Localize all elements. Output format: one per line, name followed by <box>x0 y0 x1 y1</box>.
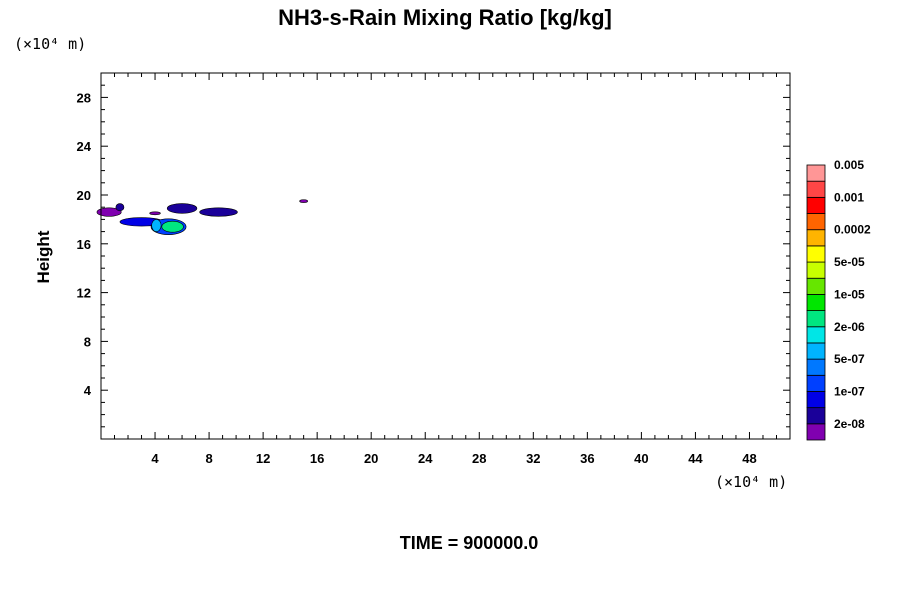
colorbar-swatch <box>806 213 826 231</box>
y-tick-label: 20 <box>77 188 91 203</box>
x-tick-label: 28 <box>472 451 486 466</box>
x-tick-label: 36 <box>580 451 594 466</box>
y-axis: 4 8 12 16 20 24 28 <box>77 84 790 428</box>
x-axis-unit-label: (×10⁴ m) <box>715 473 787 491</box>
colorbar-label: 5e-05 <box>834 255 865 269</box>
colorbar-label: 0.005 <box>834 158 864 172</box>
data-region-1 <box>96 207 122 217</box>
x-tick-label: 32 <box>526 451 540 466</box>
colorbar-swatch <box>806 310 826 328</box>
x-tick-label: 48 <box>742 451 756 466</box>
colorbar-swatch <box>806 374 826 392</box>
y-tick-label: 12 <box>77 286 91 301</box>
x-tick-label: 24 <box>418 451 433 466</box>
time-label: TIME = 900000.0 <box>400 533 539 553</box>
plot-frame <box>100 72 791 440</box>
data-region-6 <box>151 219 162 232</box>
colorbar: 2e-08 1e-07 5e-07 2e-06 1e-05 5e-05 0.0002 0.00… <box>806 158 871 441</box>
data-region-10 <box>299 199 308 203</box>
data-region-8 <box>149 211 161 216</box>
x-tick-label: 8 <box>205 451 212 466</box>
chart-title: NH3-s-Rain Mixing Ratio [kg/kg] <box>278 5 612 30</box>
colorbar-label: 2e-06 <box>834 320 865 334</box>
y-tick-label: 24 <box>77 139 92 154</box>
colorbar-swatch <box>806 277 826 295</box>
y-tick-label: 28 <box>77 90 91 105</box>
colorbar-swatch <box>806 358 826 376</box>
x-tick-label: 16 <box>310 451 324 466</box>
data-region-7 <box>166 203 198 214</box>
colorbar-label: 1e-05 <box>834 287 865 301</box>
colorbar-swatch <box>806 294 826 311</box>
colorbar-label: 1e-07 <box>834 384 865 398</box>
colorbar-swatch <box>806 229 826 247</box>
colorbar-swatch <box>806 196 826 214</box>
x-tick-label: 4 <box>151 451 159 466</box>
x-tick-label: 40 <box>634 451 648 466</box>
y-tick-label: 8 <box>84 334 91 349</box>
y-axis-label: Height <box>34 230 53 283</box>
colorbar-swatch <box>806 407 826 425</box>
y-tick-label: 16 <box>77 237 91 252</box>
colorbar-swatch <box>806 245 826 263</box>
colorbar-swatch <box>806 423 826 441</box>
x-tick-label: 44 <box>688 451 703 466</box>
colorbar-swatch <box>806 342 826 360</box>
x-axis: 4 8 12 16 20 24 28 32 36 40 44 48 <box>114 73 777 466</box>
colorbar-swatch <box>806 261 826 279</box>
x-tick-label: 12 <box>256 451 270 466</box>
data-region-5 <box>161 220 184 233</box>
data-region-9 <box>199 207 238 217</box>
y-tick-label: 4 <box>84 383 92 398</box>
y-axis-unit-label: (×10⁴ m) <box>14 35 86 53</box>
colorbar-label: 0.001 <box>834 190 864 204</box>
x-tick-label: 20 <box>364 451 378 466</box>
colorbar-label: 0.0002 <box>834 223 871 237</box>
data-layer <box>96 199 308 235</box>
colorbar-label: 2e-08 <box>834 417 865 431</box>
colorbar-label: 5e-07 <box>834 352 865 366</box>
colorbar-swatch <box>806 180 826 198</box>
colorbar-swatch <box>806 164 826 182</box>
data-region-2 <box>115 203 125 212</box>
colorbar-swatch <box>806 391 826 409</box>
colorbar-swatch <box>806 326 826 344</box>
